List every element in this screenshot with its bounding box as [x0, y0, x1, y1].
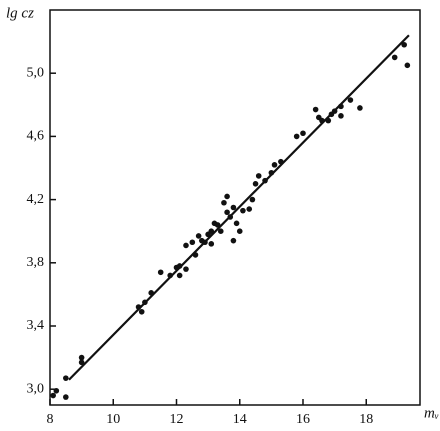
data-point [183, 266, 189, 272]
data-point [252, 181, 259, 187]
data-point [293, 133, 300, 140]
data-point [208, 228, 215, 234]
x-tick-label: 16 [296, 412, 310, 427]
data-point [50, 392, 56, 399]
fit-line [68, 34, 410, 381]
data-point [192, 252, 199, 258]
data-point [221, 199, 227, 206]
data-point [236, 228, 243, 234]
data-point [325, 117, 332, 124]
data-point [271, 162, 278, 168]
data-point [208, 241, 215, 247]
y-tick-label: 3,8 [27, 255, 45, 270]
y-tick-label: 4,6 [27, 129, 45, 144]
data-point [227, 214, 234, 220]
data-point [230, 237, 237, 244]
data-point [167, 272, 173, 279]
data-point [183, 242, 189, 249]
data-point [233, 220, 240, 227]
x-tick-label: 18 [359, 412, 373, 427]
plot-frame [49, 9, 421, 406]
x-tick-label: 14 [233, 412, 247, 427]
data-point [63, 394, 69, 400]
data-point [53, 387, 60, 394]
x-tick-label: 8 [47, 412, 54, 427]
data-point [202, 239, 208, 246]
data-point [391, 54, 398, 61]
data-point [255, 173, 262, 179]
data-point [230, 204, 237, 211]
data-point [176, 272, 183, 279]
data-point [338, 113, 344, 119]
data-point [142, 299, 148, 306]
data-point [135, 304, 142, 310]
data-point [246, 206, 253, 212]
y-tick-label: 3,4 [27, 318, 45, 333]
x-axis-title: mᵥ [424, 405, 439, 421]
data-point [319, 117, 325, 124]
data-point [401, 41, 407, 48]
data-point [404, 62, 411, 69]
y-tick-label: 5,0 [27, 65, 45, 80]
data-point [249, 196, 256, 203]
y-tick-label: 3,0 [27, 381, 45, 396]
data-point [240, 207, 246, 214]
y-axis-title: lg cz [6, 5, 34, 21]
data-point [189, 239, 196, 246]
data-point [138, 308, 145, 315]
data-point [63, 375, 69, 381]
data-point [278, 158, 284, 165]
data-point [224, 193, 230, 200]
data-point [214, 222, 221, 228]
data-point [195, 233, 202, 239]
data-point [357, 105, 363, 111]
data-point [217, 228, 224, 234]
data-point [338, 103, 344, 110]
x-tick-label: 10 [106, 412, 120, 427]
data-point [78, 354, 85, 361]
y-tick-label: 4,2 [27, 192, 45, 207]
data-point [300, 130, 306, 137]
x-tick-label: 12 [169, 412, 183, 427]
data-point [347, 97, 354, 103]
data-point [312, 106, 319, 113]
data-point [224, 209, 230, 216]
data-point [268, 169, 275, 176]
data-point [176, 263, 183, 269]
data-point [78, 359, 85, 366]
data-point [262, 177, 268, 184]
data-point [331, 108, 338, 114]
data-point [148, 290, 154, 296]
data-point [157, 269, 164, 276]
